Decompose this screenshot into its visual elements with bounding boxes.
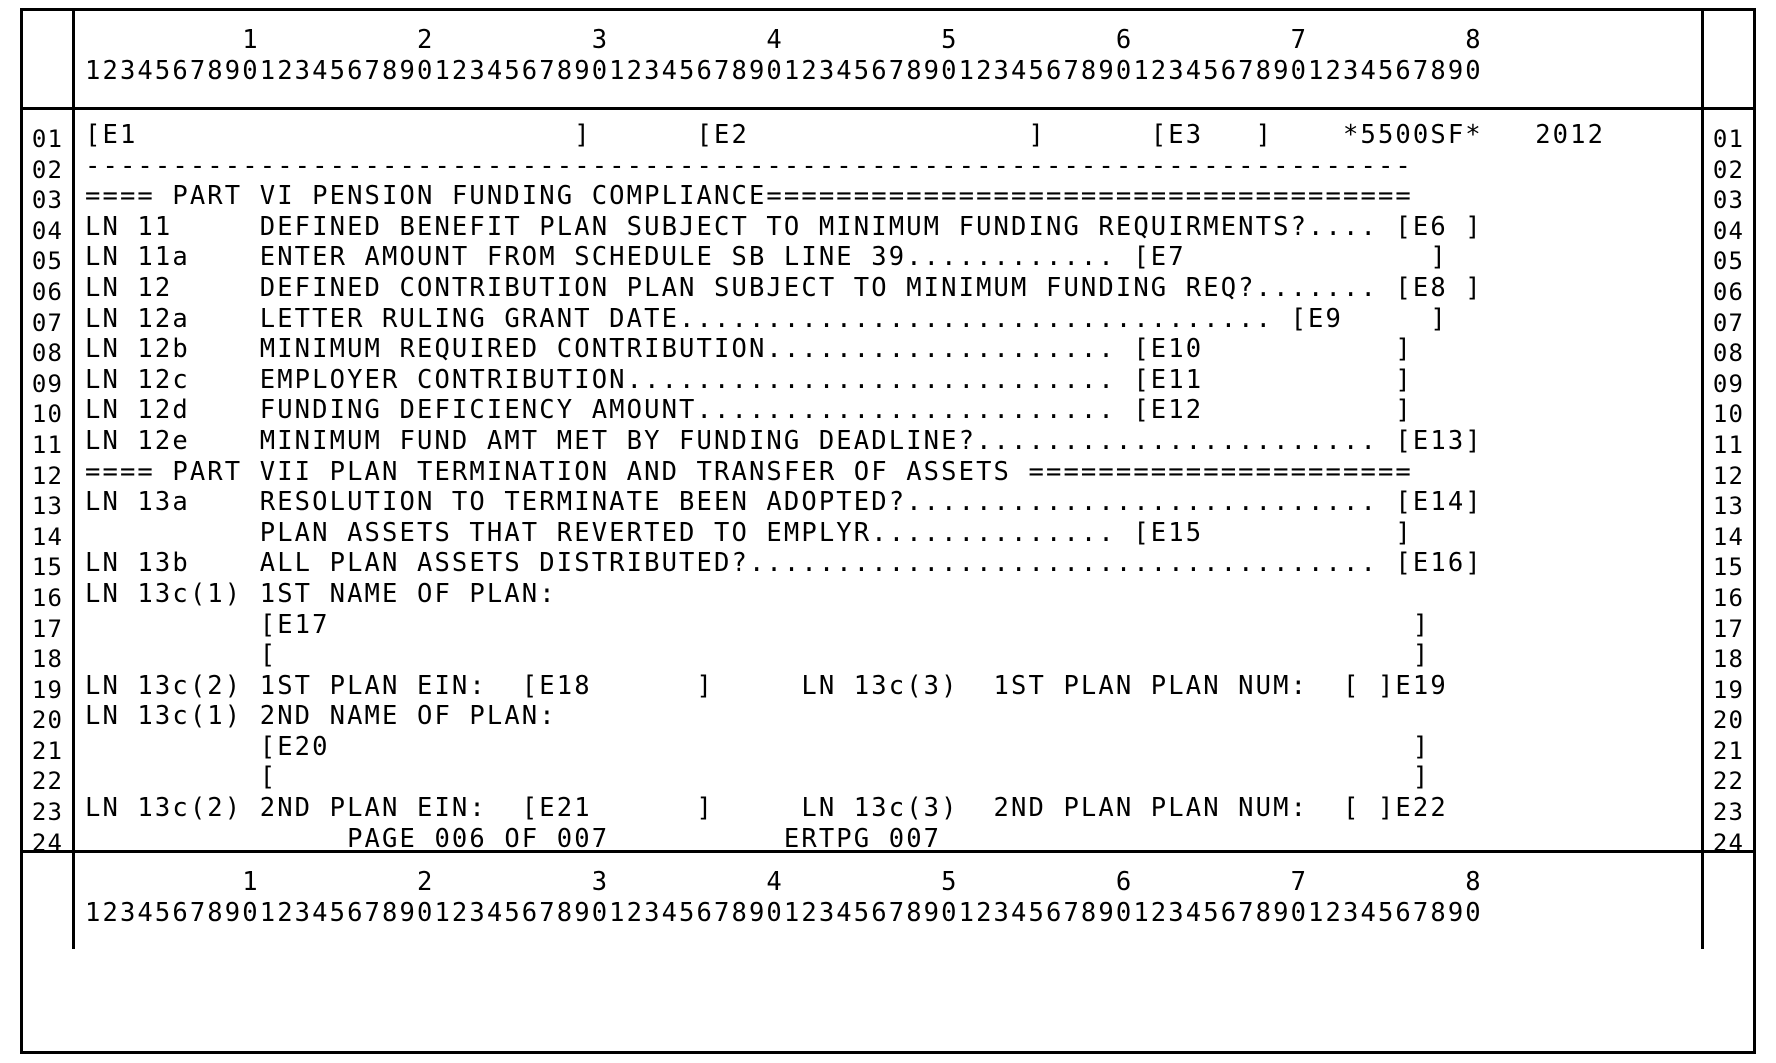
right-line-number: 11 xyxy=(1712,430,1745,459)
right-line-number: 05 xyxy=(1712,247,1745,276)
terminal-line-03[interactable]: ==== PART VI PENSION FUNDING COMPLIANCE=… xyxy=(85,181,1413,212)
bottom-ruler-columns: 1 2 3 4 5 6 7 8 123456789012345678901234… xyxy=(75,853,1701,949)
terminal-body-band: 01 02 03 04 05 06 07 08 09 10 11 12 13 14 15 16 17 18 19 20… xyxy=(23,107,1753,857)
right-line-number: 14 xyxy=(1712,522,1745,551)
right-line-number: 10 xyxy=(1712,400,1745,429)
left-line-number: 05 xyxy=(31,247,64,276)
terminal-line-10[interactable]: LN 12d FUNDING DEFICIENCY AMOUNT........… xyxy=(85,395,1413,426)
left-line-number: 15 xyxy=(31,553,64,582)
terminal-line-19[interactable]: LN 13c(2) 1ST PLAN EIN: [E18 ] LN 13c(3)… xyxy=(85,670,1448,701)
terminal-line-17[interactable]: [E17 ] xyxy=(85,609,1431,640)
top-ruler-units: 1234567890123456789012345678901234567890… xyxy=(85,55,1483,86)
left-line-number: 13 xyxy=(31,492,64,521)
left-line-number: 22 xyxy=(31,767,64,796)
left-line-number: 11 xyxy=(31,430,64,459)
terminal-line-11[interactable]: LN 12e MINIMUM FUND AMT MET BY FUNDING D… xyxy=(85,425,1483,456)
left-line-number: 12 xyxy=(31,461,64,490)
terminal-line-01[interactable]: [E1 ] [E2 ] [E3 ] *5500SF* 2012 xyxy=(85,120,1606,150)
terminal-line-07[interactable]: LN 12a LETTER RULING GRANT DATE.........… xyxy=(85,303,1448,334)
terminal-line-13[interactable]: LN 13a RESOLUTION TO TERMINATE BEEN ADOP… xyxy=(85,487,1483,518)
top-ruler-left-gutter xyxy=(23,11,75,107)
right-line-number: 03 xyxy=(1712,186,1745,215)
terminal-line-20[interactable]: LN 13c(1) 2ND NAME OF PLAN: xyxy=(85,701,557,732)
left-line-number: 08 xyxy=(31,339,64,368)
bottom-ruler-right-gutter xyxy=(1701,853,1753,949)
left-line-number: 09 xyxy=(31,369,64,398)
right-line-number: 20 xyxy=(1712,706,1745,735)
right-line-number: 13 xyxy=(1712,492,1745,521)
terminal-text-area[interactable]: [E1 ] [E2 ] [E3 ] *5500SF* 2012 ---------… xyxy=(75,110,1701,850)
right-line-number: 23 xyxy=(1712,798,1745,827)
right-line-number: 06 xyxy=(1712,277,1745,306)
right-line-number-gutter: 01 02 03 04 05 06 07 08 09 10 11 12 13 14 15 16 17 18 19 20… xyxy=(1701,110,1753,857)
right-line-number: 15 xyxy=(1712,553,1745,582)
terminal-line-22[interactable]: [ ] xyxy=(85,762,1431,793)
left-line-number: 17 xyxy=(31,614,64,643)
left-line-number: 01 xyxy=(31,125,64,153)
bottom-ruler-band: 1 2 3 4 5 6 7 8 123456789012345678901234… xyxy=(23,853,1753,949)
right-line-number: 02 xyxy=(1712,155,1745,184)
terminal-line-05[interactable]: LN 11a ENTER AMOUNT FROM SCHEDULE SB LIN… xyxy=(85,242,1448,273)
left-line-number: 20 xyxy=(31,706,64,735)
right-line-number: 22 xyxy=(1712,767,1745,796)
right-line-number: 08 xyxy=(1712,339,1745,368)
top-ruler-tens: 1 2 3 4 5 6 7 8 xyxy=(85,25,1483,55)
terminal-screen: 1 2 3 4 5 6 7 8 123456789012345678901234… xyxy=(20,8,1756,1054)
terminal-line-16[interactable]: LN 13c(1) 1ST NAME OF PLAN: xyxy=(85,578,557,609)
left-line-number: 21 xyxy=(31,736,64,765)
left-line-number: 14 xyxy=(31,522,64,551)
left-line-number: 04 xyxy=(31,216,64,245)
terminal-line-06[interactable]: LN 12 DEFINED CONTRIBUTION PLAN SUBJECT … xyxy=(85,272,1483,303)
right-line-number: 12 xyxy=(1712,461,1745,490)
terminal-line-04[interactable]: LN 11 DEFINED BENEFIT PLAN SUBJECT TO MI… xyxy=(85,211,1483,242)
terminal-line-24[interactable]: PAGE 006 OF 007 ERTPG 007 xyxy=(85,823,942,850)
terminal-line-08[interactable]: LN 12b MINIMUM REQUIRED CONTRIBUTION....… xyxy=(85,334,1413,365)
terminal-line-23[interactable]: LN 13c(2) 2ND PLAN EIN: [E21 ] LN 13c(3)… xyxy=(85,793,1448,824)
left-line-number-gutter: 01 02 03 04 05 06 07 08 09 10 11 12 13 14 15 16 17 18 19 20… xyxy=(23,110,75,857)
right-line-number: 17 xyxy=(1712,614,1745,643)
left-line-number: 18 xyxy=(31,645,64,674)
terminal-line-14[interactable]: PLAN ASSETS THAT REVERTED TO EMPLYR.....… xyxy=(85,517,1413,548)
left-line-number: 16 xyxy=(31,583,64,612)
left-line-number: 03 xyxy=(31,186,64,215)
terminal-line-18[interactable]: [ ] xyxy=(85,640,1431,671)
right-line-number: 01 xyxy=(1712,125,1745,153)
right-line-number: 16 xyxy=(1712,583,1745,612)
left-line-number: 07 xyxy=(31,308,64,337)
bottom-ruler-tens: 1 2 3 4 5 6 7 8 xyxy=(85,867,1483,897)
left-line-number: 23 xyxy=(31,798,64,827)
top-ruler-band: 1 2 3 4 5 6 7 8 123456789012345678901234… xyxy=(23,11,1753,107)
right-line-number: 09 xyxy=(1712,369,1745,398)
terminal-line-12[interactable]: ==== PART VII PLAN TERMINATION AND TRANS… xyxy=(85,456,1413,487)
terminal-line-15[interactable]: LN 13b ALL PLAN ASSETS DISTRIBUTED?.....… xyxy=(85,548,1483,579)
left-line-number: 02 xyxy=(31,155,64,184)
left-line-number: 06 xyxy=(31,277,64,306)
bottom-ruler-units: 1234567890123456789012345678901234567890… xyxy=(85,897,1483,928)
right-line-number: 21 xyxy=(1712,736,1745,765)
right-line-number: 18 xyxy=(1712,645,1745,674)
right-line-number: 04 xyxy=(1712,216,1745,245)
left-line-number: 24 xyxy=(31,828,64,857)
left-line-number: 19 xyxy=(31,675,64,704)
left-line-number: 10 xyxy=(31,400,64,429)
terminal-line-21[interactable]: [E20 ] xyxy=(85,731,1431,762)
terminal-line-09[interactable]: LN 12c EMPLOYER CONTRIBUTION............… xyxy=(85,364,1413,395)
bottom-ruler-left-gutter xyxy=(23,853,75,949)
right-line-number: 24 xyxy=(1712,828,1745,857)
terminal-line-02[interactable]: ----------------------------------------… xyxy=(85,150,1413,181)
top-ruler-right-gutter xyxy=(1701,11,1753,107)
right-line-number: 19 xyxy=(1712,675,1745,704)
top-ruler-columns: 1 2 3 4 5 6 7 8 123456789012345678901234… xyxy=(75,11,1701,107)
right-line-number: 07 xyxy=(1712,308,1745,337)
